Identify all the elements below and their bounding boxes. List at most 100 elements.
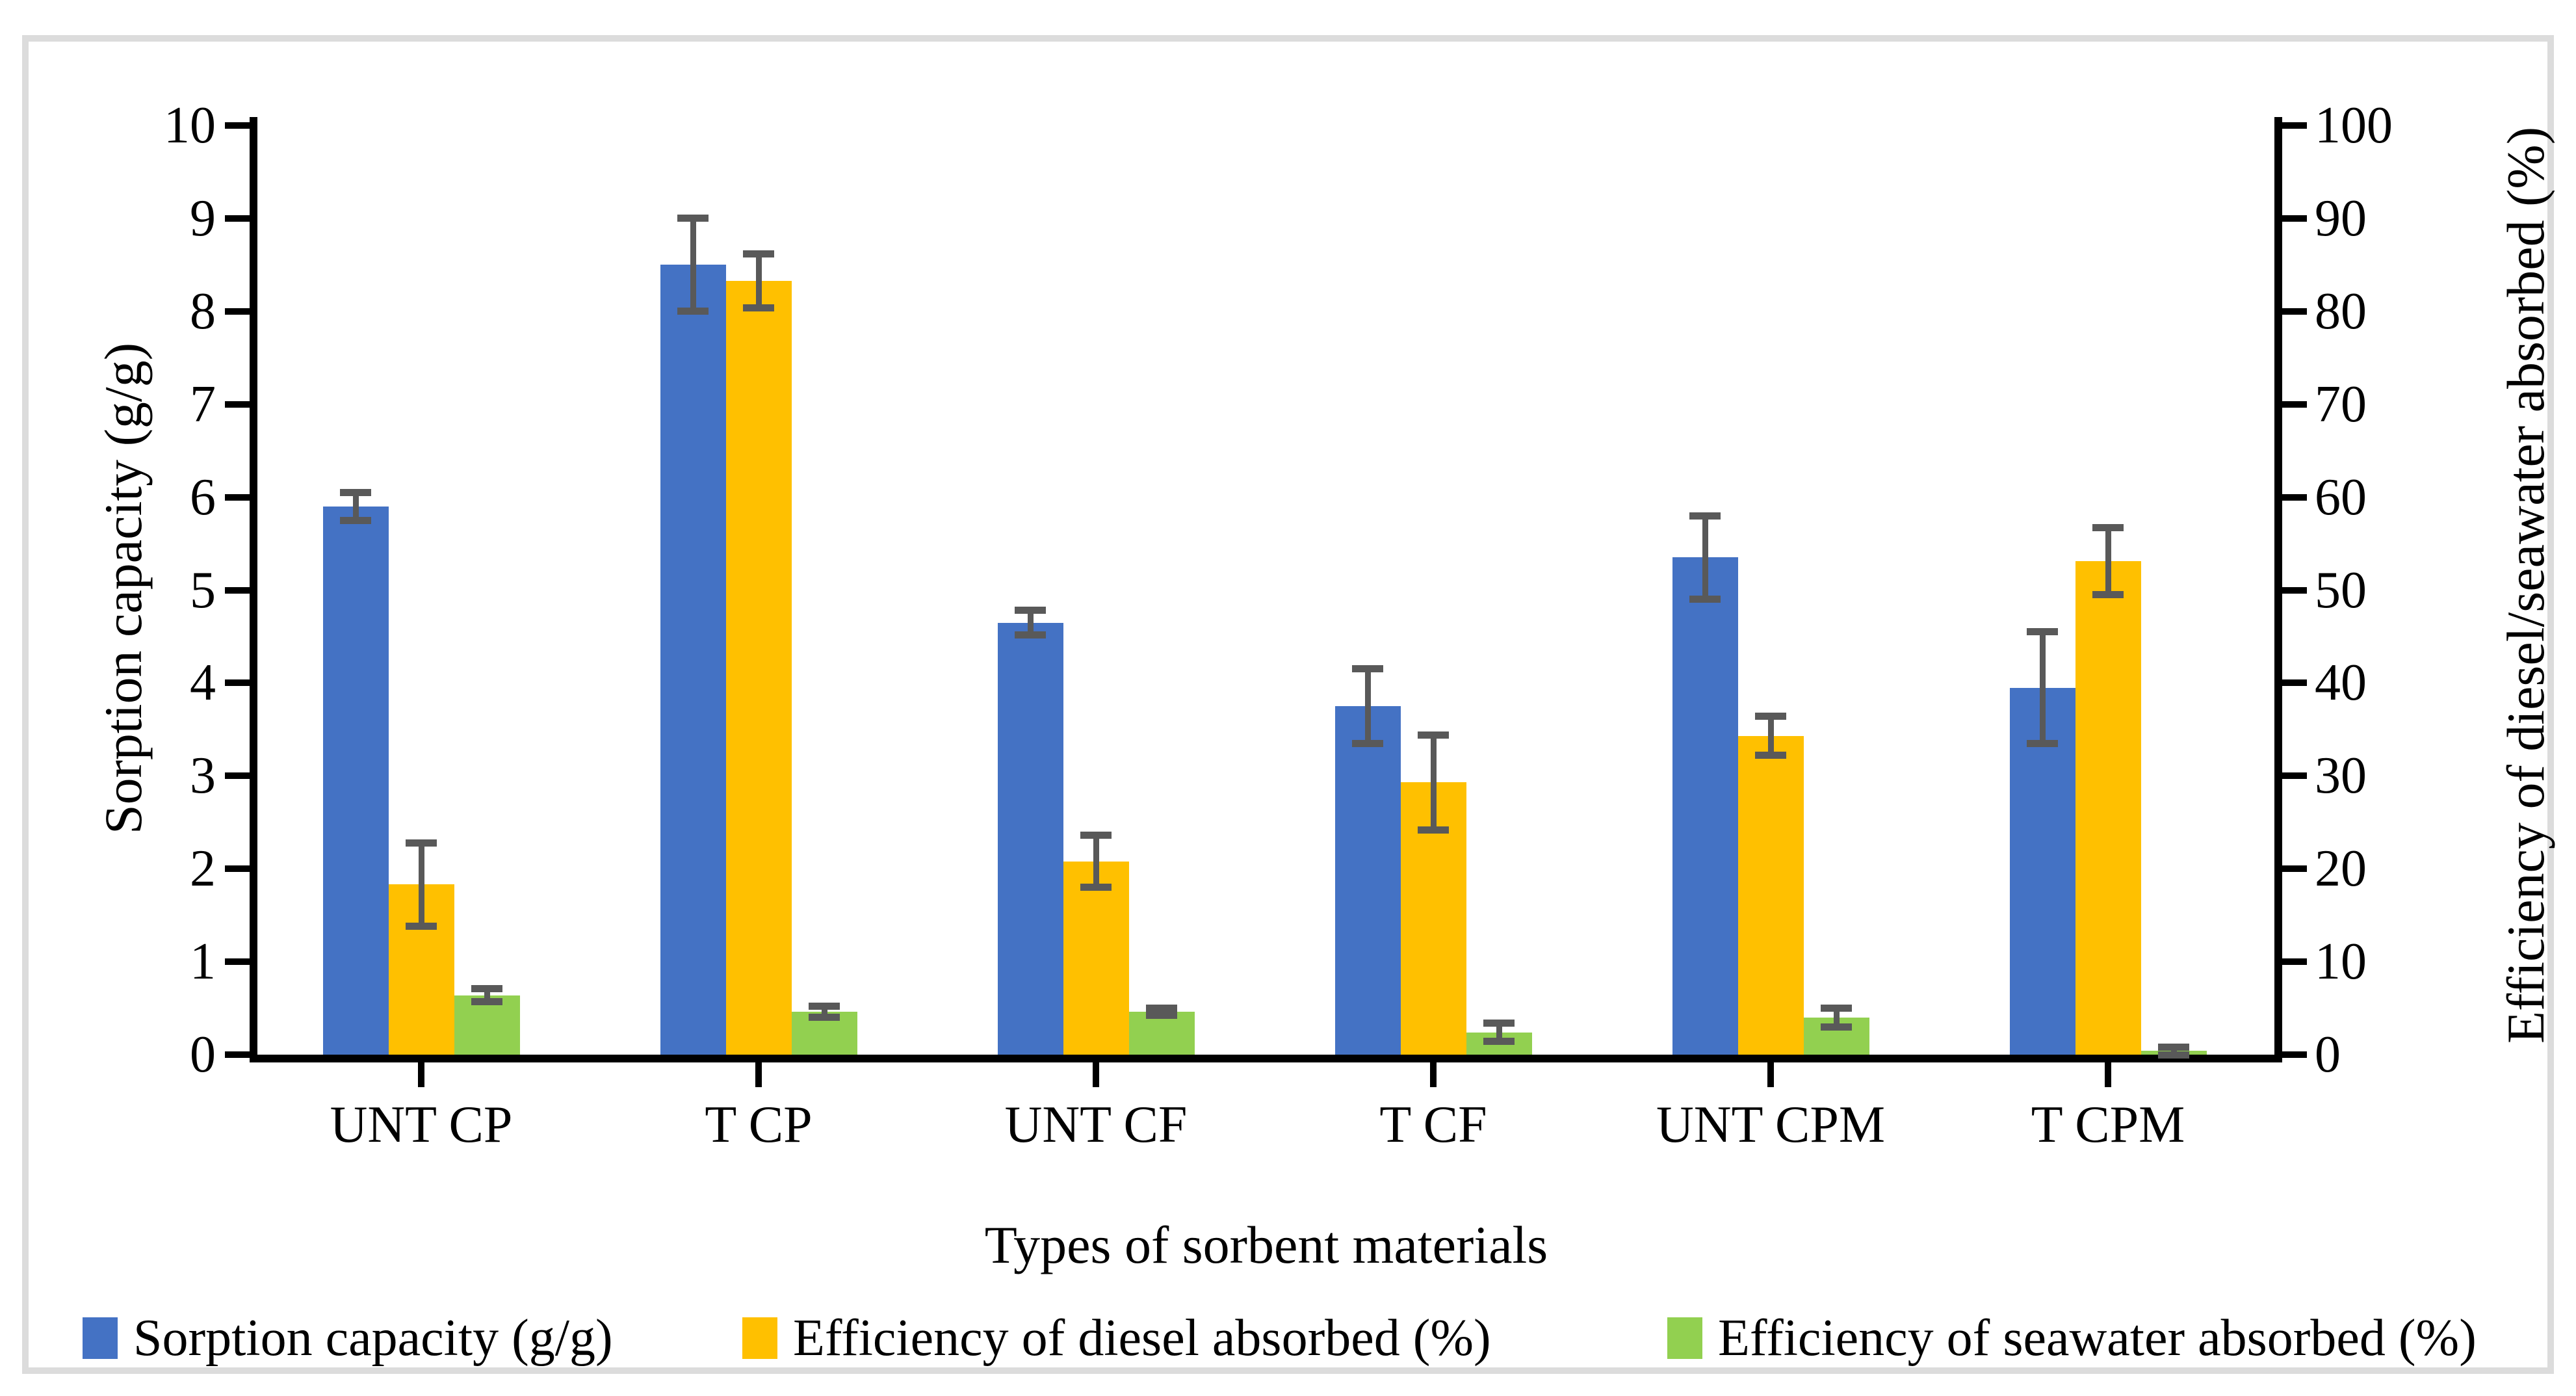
error-bar-cap-bottom bbox=[406, 923, 437, 930]
y-left-tick-label: 1 bbox=[190, 933, 216, 991]
legend-swatch-diesel bbox=[742, 1317, 777, 1359]
error-bar-cap-bottom bbox=[1146, 1012, 1177, 1020]
error-bar-line bbox=[1496, 1023, 1502, 1042]
y-left-tick bbox=[225, 494, 250, 501]
y-right-tick bbox=[2282, 865, 2307, 873]
error-bar-cap-top bbox=[1821, 1005, 1852, 1012]
y-right-tick-label: 100 bbox=[2315, 97, 2393, 154]
y-left-tick-label: 4 bbox=[190, 654, 216, 712]
error-bar-cap-bottom bbox=[1080, 884, 1112, 891]
y-right-tick bbox=[2282, 494, 2307, 501]
x-category-label: UNT CPM bbox=[1656, 1096, 1885, 1153]
error-bar-line bbox=[1027, 610, 1034, 635]
error-bar-line bbox=[1833, 1008, 1840, 1027]
error-bar-cap-top bbox=[1080, 832, 1112, 839]
bar-diesel bbox=[2075, 561, 2141, 1055]
y-left-tick bbox=[225, 122, 250, 129]
y-left-tick-label: 0 bbox=[190, 1026, 216, 1083]
legend-swatch-sorption bbox=[83, 1317, 118, 1359]
error-bar-cap-top bbox=[1352, 665, 1383, 673]
x-category-label: T CF bbox=[1379, 1096, 1487, 1153]
legend-label-diesel: Efficiency of diesel absorbed (%) bbox=[793, 1310, 1491, 1367]
error-bar-cap-bottom bbox=[2158, 1051, 2189, 1059]
y-left-tick-label: 2 bbox=[190, 840, 216, 898]
x-category-label: UNT CP bbox=[330, 1096, 513, 1153]
y-left-tick bbox=[225, 401, 250, 408]
error-bar-cap-bottom bbox=[1418, 826, 1449, 834]
error-bar-line bbox=[1767, 716, 1774, 756]
y-right-tick-label: 30 bbox=[2315, 747, 2367, 805]
error-bar-cap-top bbox=[2158, 1044, 2189, 1051]
y-right-tick-label: 60 bbox=[2315, 468, 2367, 526]
error-bar-line bbox=[352, 492, 359, 521]
y-right-tick bbox=[2282, 958, 2307, 966]
y-right-tick bbox=[2282, 308, 2307, 315]
y-left-tick-label: 8 bbox=[190, 282, 216, 340]
error-bar-cap-bottom bbox=[1015, 631, 1046, 639]
error-bar-cap-top bbox=[1015, 607, 1046, 614]
y-left-tick bbox=[225, 772, 250, 780]
bar-diesel bbox=[1737, 735, 1804, 1055]
y-left-tick-label: 9 bbox=[190, 189, 216, 247]
error-bar-cap-top bbox=[809, 1003, 840, 1010]
bar-sorption bbox=[660, 265, 726, 1055]
y-right-tick-label: 0 bbox=[2315, 1026, 2341, 1083]
error-bar-cap-top bbox=[340, 488, 371, 496]
y-right-tick-label: 20 bbox=[2315, 840, 2367, 898]
error-bar-cap-top bbox=[2027, 628, 2058, 636]
error-bar-line bbox=[821, 1006, 827, 1018]
legend-label-sorption: Sorption capacity (g/g) bbox=[133, 1310, 613, 1367]
bar-sorption bbox=[322, 506, 389, 1055]
error-bar-line bbox=[2105, 527, 2111, 595]
y-right-tick-label: 90 bbox=[2315, 189, 2367, 247]
x-axis-tick bbox=[1430, 1062, 1437, 1087]
error-bar-line bbox=[1158, 1008, 1165, 1016]
error-bar-cap-bottom bbox=[1483, 1038, 1515, 1046]
y-left-tick-label: 3 bbox=[190, 747, 216, 805]
y-axis-right-line bbox=[2274, 117, 2282, 1062]
y-left-tick-label: 10 bbox=[164, 97, 216, 154]
error-bar-cap-top bbox=[2092, 524, 2124, 532]
error-bar-cap-top bbox=[743, 250, 774, 257]
error-bar-line bbox=[2170, 1047, 2177, 1055]
y-right-tick bbox=[2282, 586, 2307, 594]
legend-label-seawater: Efficiency of seawater absorbed (%) bbox=[1718, 1310, 2477, 1367]
y-right-tick bbox=[2282, 679, 2307, 687]
bar-diesel bbox=[1063, 861, 1129, 1055]
error-bar-cap-bottom bbox=[1689, 596, 1721, 603]
x-axis-tick bbox=[418, 1062, 424, 1087]
error-bar-cap-bottom bbox=[1821, 1023, 1852, 1031]
y-axis-right-title: Efficiency of diesel/seawater absorbed (… bbox=[2496, 126, 2555, 1044]
error-bar-line bbox=[418, 843, 424, 927]
y-left-tick bbox=[225, 1051, 250, 1058]
error-bar-cap-top bbox=[1483, 1019, 1515, 1027]
error-bar-cap-bottom bbox=[677, 308, 709, 315]
error-bar-line bbox=[1364, 668, 1371, 744]
x-axis-line bbox=[250, 1055, 2282, 1062]
bar-sorption bbox=[997, 622, 1063, 1055]
x-axis-tick bbox=[2105, 1062, 2111, 1087]
error-bar-line bbox=[755, 254, 762, 308]
y-axis-left-line bbox=[250, 117, 257, 1062]
error-bar-cap-top bbox=[406, 839, 437, 847]
error-bar-line bbox=[690, 218, 696, 311]
y-right-tick bbox=[2282, 772, 2307, 780]
x-axis-tick bbox=[1767, 1062, 1774, 1087]
x-category-label: T CP bbox=[705, 1096, 813, 1153]
y-right-tick-label: 40 bbox=[2315, 654, 2367, 712]
chart-border-frame bbox=[22, 35, 2554, 1374]
error-bar-cap-bottom bbox=[1755, 752, 1786, 759]
error-bar-cap-top bbox=[1418, 731, 1449, 739]
error-bar-line bbox=[1430, 735, 1437, 830]
y-left-tick bbox=[225, 865, 250, 873]
y-right-tick bbox=[2282, 401, 2307, 408]
error-bar-cap-bottom bbox=[809, 1014, 840, 1021]
bar-sorption bbox=[2009, 687, 2075, 1055]
y-left-tick bbox=[225, 215, 250, 222]
y-right-tick-label: 70 bbox=[2315, 375, 2367, 433]
legend: Sorption capacity (g/g) Efficiency of di… bbox=[78, 1312, 2542, 1364]
y-axis-left-title: Sorption capacity (g/g) bbox=[94, 342, 153, 835]
y-left-tick bbox=[225, 586, 250, 594]
error-bar-line bbox=[1702, 516, 1708, 599]
